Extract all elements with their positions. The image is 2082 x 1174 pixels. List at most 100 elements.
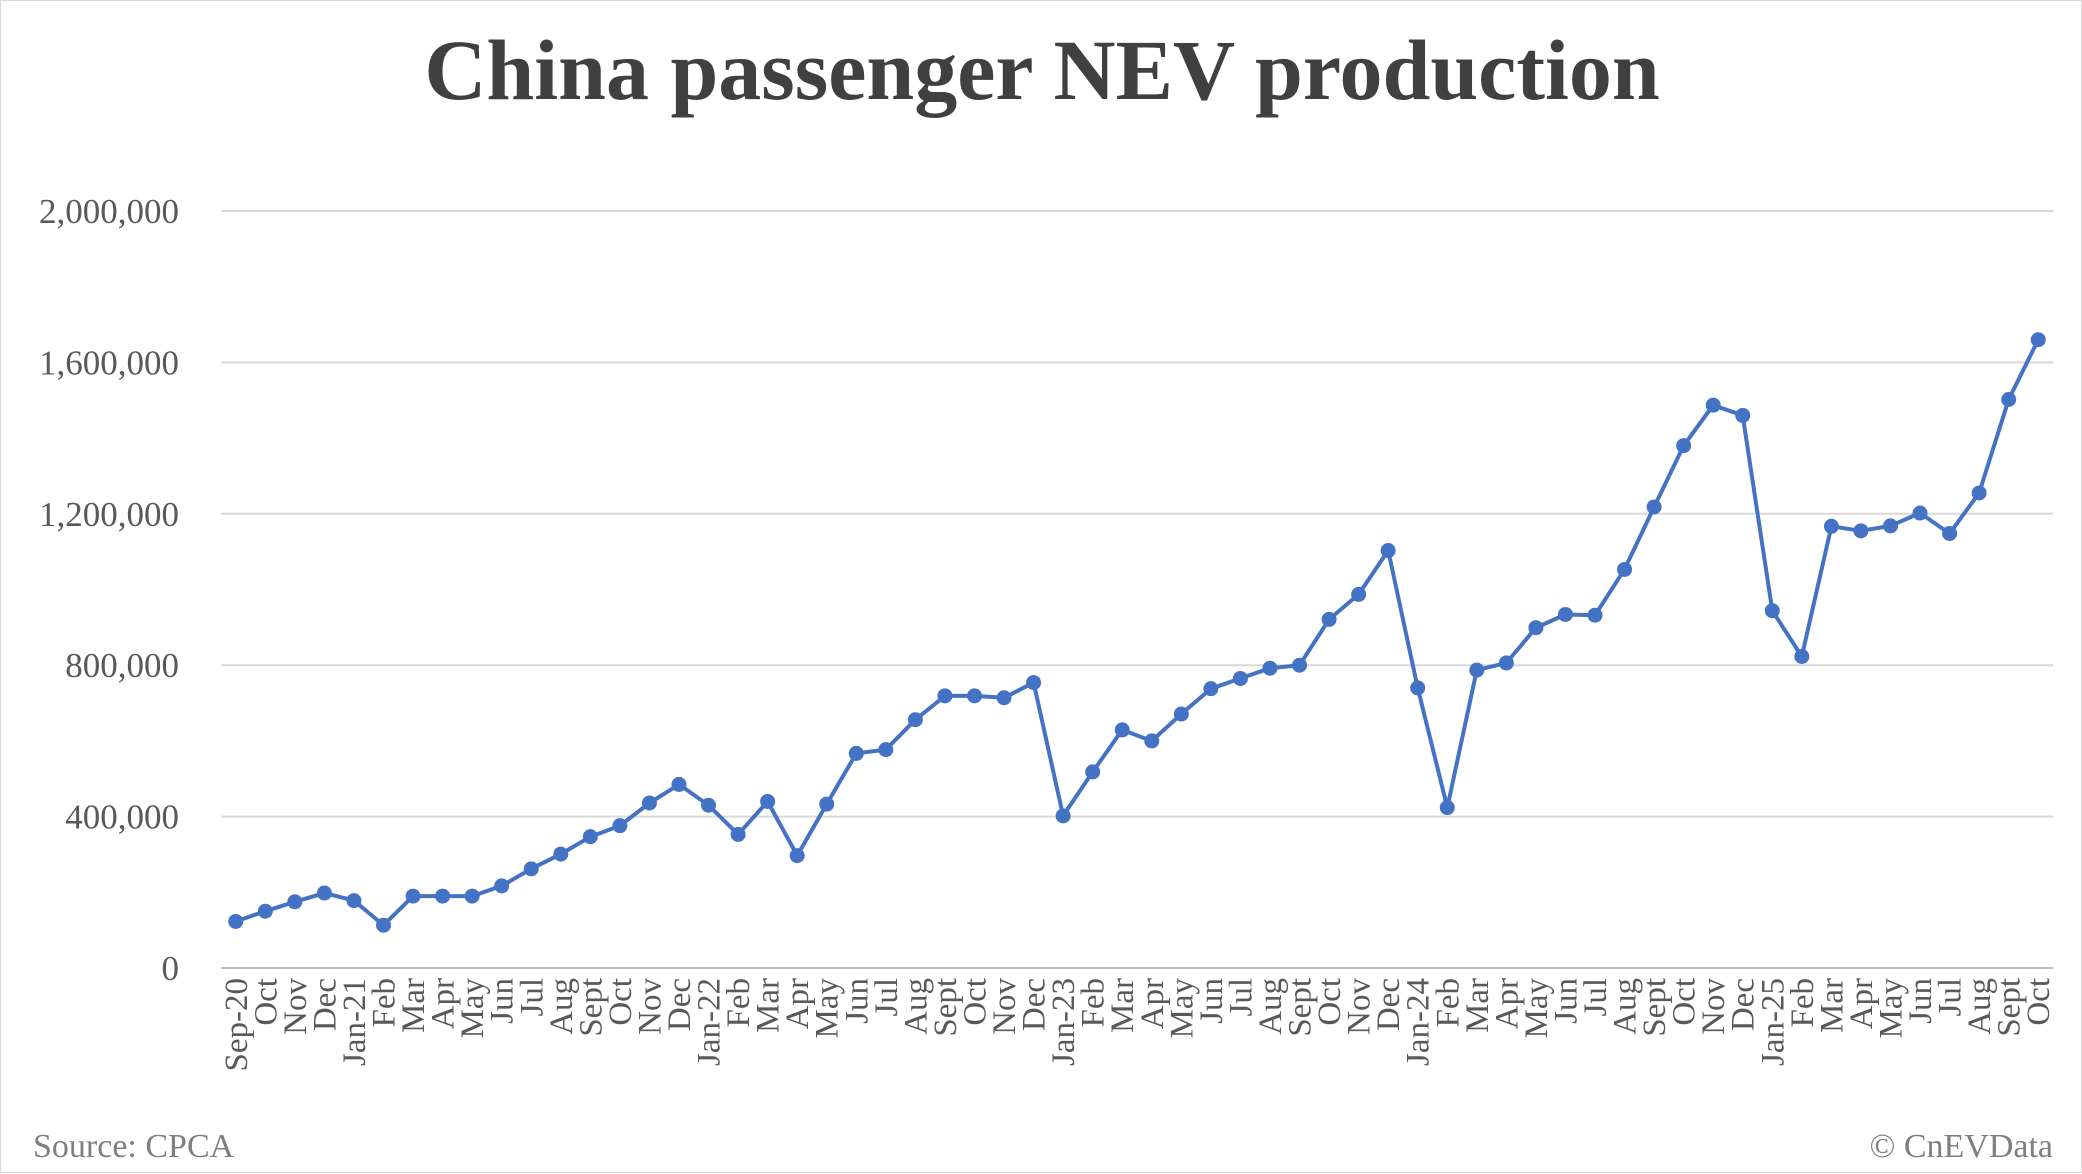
copyright-credit: © CnEVData (1869, 1128, 2053, 1165)
x-tick-label: Aug (898, 978, 934, 1035)
x-tick-label: Oct (957, 978, 993, 1026)
data-point (1469, 662, 1485, 678)
data-point (494, 878, 510, 894)
data-point (1173, 706, 1189, 722)
x-tick-label: Sept (928, 978, 964, 1037)
y-axis-tick-labels: 0 400,000 800,000 1,200,000 1,600,000 2,000,0… (39, 192, 179, 988)
data-point (228, 913, 244, 929)
x-tick-label: Jul (514, 978, 550, 1017)
x-tick-label: Jan-23 (1046, 978, 1082, 1066)
data-point (701, 797, 717, 813)
data-point (316, 885, 332, 901)
x-tick-label: Jun (485, 978, 521, 1024)
x-tick-label: Apr (1135, 978, 1171, 1029)
data-point (966, 688, 982, 704)
x-tick-label: Apr (780, 978, 816, 1029)
data-point (996, 690, 1012, 706)
x-tick-label: Mar (751, 978, 787, 1033)
x-tick-label: Apr (426, 978, 462, 1029)
x-tick-label: May (1873, 978, 1909, 1039)
data-point (553, 846, 569, 862)
data-point (1410, 680, 1426, 696)
x-tick-label: Oct (1667, 978, 1703, 1026)
y-tick-label: 2,000,000 (39, 192, 179, 231)
x-tick-label: Aug (1962, 978, 1998, 1035)
source-note: Source: CPCA (33, 1128, 235, 1165)
x-tick-label: Jan-24 (1401, 978, 1437, 1066)
x-tick-label: Sept (1637, 978, 1673, 1037)
x-tick-label: Nov (278, 978, 314, 1035)
data-point (1380, 543, 1396, 559)
data-point (1292, 657, 1308, 673)
data-point (1853, 523, 1869, 539)
series-layer (228, 332, 2046, 933)
x-tick-label: Dec (1017, 978, 1053, 1031)
data-point (1646, 499, 1662, 515)
x-tick-label: Jan-21 (337, 978, 373, 1066)
x-tick-label: May (1519, 978, 1555, 1039)
chart-title: China passenger NEV production (424, 22, 1659, 118)
data-point (1912, 505, 1928, 521)
data-point (1764, 603, 1780, 619)
data-point (819, 796, 835, 812)
x-tick-label: May (810, 978, 846, 1039)
x-tick-label: Feb (367, 978, 403, 1028)
x-tick-label: Oct (248, 978, 284, 1026)
data-point (848, 745, 864, 761)
x-tick-label: Jun (839, 978, 875, 1024)
data-point (641, 795, 657, 811)
data-point (523, 861, 539, 877)
x-tick-label: Nov (1696, 978, 1732, 1035)
data-point (435, 888, 451, 904)
x-tick-label: Nov (987, 978, 1023, 1035)
series-line (235, 338, 2040, 928)
x-tick-label: Feb (1785, 978, 1821, 1028)
x-tick-label: Dec (1726, 978, 1762, 1031)
x-tick-label: Aug (1253, 978, 1289, 1035)
data-point (907, 712, 923, 728)
y-tick-label: 1,200,000 (39, 495, 179, 534)
data-point (1528, 620, 1544, 636)
data-point (2030, 332, 2046, 348)
x-tick-label: Sep-20 (219, 978, 255, 1072)
data-point (464, 888, 480, 904)
data-point (1203, 681, 1219, 697)
x-tick-label: Oct (2021, 978, 2057, 1026)
x-tick-label: Mar (1814, 978, 1850, 1033)
y-tick-label: 800,000 (65, 646, 179, 685)
gridlines (221, 210, 2053, 969)
x-tick-label: Jan-25 (1755, 978, 1791, 1066)
data-point (405, 888, 421, 904)
x-tick-label: Feb (1076, 978, 1112, 1028)
data-point (671, 776, 687, 792)
data-point (1114, 722, 1130, 738)
data-point (1617, 561, 1633, 577)
x-tick-label: Oct (603, 978, 639, 1026)
data-point (1794, 648, 1810, 664)
data-point (2001, 391, 2017, 407)
y-tick-label: 0 (162, 949, 180, 988)
x-tick-label: Nov (632, 978, 668, 1035)
data-point (789, 848, 805, 864)
x-tick-label: Feb (1430, 978, 1466, 1028)
data-point (1735, 407, 1751, 423)
data-point (1705, 397, 1721, 413)
x-tick-label: Mar (396, 978, 432, 1033)
x-tick-label: Jul (1223, 978, 1259, 1017)
x-tick-label: Aug (544, 978, 580, 1035)
data-point (1351, 586, 1367, 602)
x-axis-tick-labels: Sep-20OctNovDecJan-21FebMarAprMayJunJulA… (219, 978, 2057, 1072)
data-point (1823, 518, 1839, 534)
x-tick-label: Oct (1312, 978, 1348, 1026)
data-point (1262, 660, 1278, 676)
data-point (1557, 606, 1573, 622)
data-point (1498, 655, 1514, 671)
data-point (1882, 518, 1898, 534)
x-tick-label: Jun (1548, 978, 1584, 1024)
data-point (287, 894, 303, 910)
data-point (257, 903, 273, 919)
y-tick-label: 400,000 (65, 798, 179, 837)
data-point (1085, 764, 1101, 780)
